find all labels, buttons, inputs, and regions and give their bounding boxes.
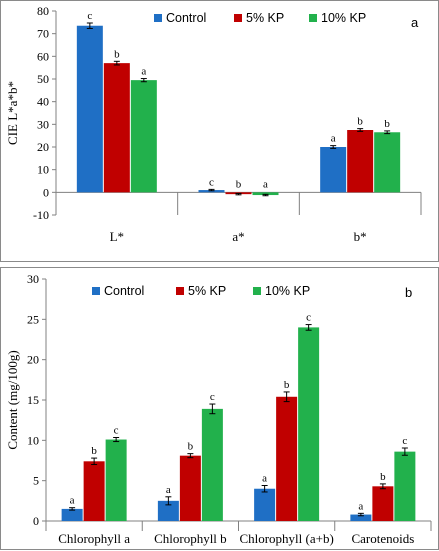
legend-label: 5% KP — [188, 284, 226, 298]
y-tick-label: 5 — [33, 474, 39, 488]
y-tick-label: 20 — [37, 140, 49, 154]
legend-label: Control — [104, 284, 144, 298]
bar — [374, 132, 401, 193]
significance-letter: a — [358, 500, 363, 512]
significance-letter: a — [141, 66, 146, 78]
significance-letter: b — [380, 471, 386, 483]
legend-label: 10% KP — [265, 284, 310, 298]
legend-swatch — [92, 287, 100, 295]
bar — [372, 486, 394, 521]
y-tick-label: -10 — [33, 208, 49, 222]
bar — [276, 396, 298, 521]
significance-letter: a — [262, 473, 267, 485]
chart-b-svg: 0 5 10 15 20 25 30 Content (mg/100g) Chlorophyll… — [5, 272, 432, 546]
legend-swatch — [309, 14, 317, 22]
significance-letter: b — [114, 48, 120, 60]
y-tick-label: 40 — [37, 95, 49, 109]
significance-letter: c — [87, 10, 92, 22]
legend-swatch — [234, 14, 242, 22]
significance-letter: b — [384, 118, 390, 130]
significance-letter: c — [209, 176, 214, 188]
bar — [394, 451, 416, 521]
significance-letter: a — [263, 179, 268, 191]
y-tick-label: 0 — [43, 185, 49, 199]
chart-panel-a: -10 0 10 20 30 40 50 60 70 80 CIE L*a*b* L* a* b* c c a b… — [0, 0, 439, 262]
x-category-label: a* — [232, 229, 244, 244]
x-category-label: Chlorophyll (a+b) — [239, 531, 333, 546]
legend-swatch — [253, 287, 261, 295]
y-axis-title: Content (mg/100g) — [5, 350, 20, 449]
significance-letter: c — [210, 391, 215, 403]
significance-letter: a — [331, 133, 336, 145]
panel-label: a — [411, 15, 419, 30]
significance-letter: a — [166, 484, 171, 496]
legend-label: Control — [166, 11, 206, 25]
bar — [201, 408, 223, 521]
significance-letter: b — [357, 116, 363, 128]
bar — [179, 455, 201, 521]
bar — [298, 327, 320, 521]
significance-letter: a — [70, 495, 75, 507]
bar — [350, 514, 372, 521]
legend-swatch — [154, 14, 162, 22]
legend-label: 5% KP — [246, 11, 284, 25]
significance-letter: b — [91, 445, 97, 457]
bar — [103, 63, 130, 193]
y-tick-label: 30 — [37, 117, 49, 131]
x-category-label: Chlorophyll b — [154, 531, 227, 546]
significance-letter: c — [114, 425, 119, 437]
y-tick-label: 20 — [27, 353, 39, 367]
bar — [105, 439, 127, 521]
bar — [157, 500, 179, 521]
y-tick-label: 50 — [37, 72, 49, 86]
bar — [130, 80, 157, 193]
bar — [347, 130, 374, 193]
significance-letter: b — [236, 179, 242, 191]
y-tick-label: 70 — [37, 27, 49, 41]
bar — [61, 508, 83, 521]
significance-letter: b — [284, 379, 290, 391]
legend-swatch — [176, 287, 184, 295]
y-tick-label: 80 — [37, 4, 49, 18]
x-category-label: b* — [354, 229, 367, 244]
y-axis-title: CIE L*a*b* — [5, 81, 20, 145]
y-tick-label: 60 — [37, 49, 49, 63]
chart-panel-b: 0 5 10 15 20 25 30 Content (mg/100g) Chlorophyll… — [0, 267, 439, 550]
significance-letter: c — [306, 312, 311, 324]
significance-letter: c — [402, 435, 407, 447]
legend-label: 10% KP — [321, 11, 366, 25]
chart-a-svg: -10 0 10 20 30 40 50 60 70 80 CIE L*a*b* L* a* b* c c a b… — [5, 4, 422, 244]
y-tick-label: 25 — [27, 312, 39, 326]
significance-letter: b — [188, 441, 194, 453]
y-tick-label: 10 — [37, 163, 49, 177]
bar — [83, 461, 105, 521]
x-category-label: Carotenoids — [351, 531, 414, 546]
bar — [320, 147, 347, 193]
bar — [254, 488, 276, 521]
panel-label: b — [405, 285, 412, 300]
y-tick-label: 15 — [27, 393, 39, 407]
x-category-label: L* — [110, 229, 124, 244]
x-category-label: Chlorophyll a — [58, 531, 130, 546]
y-tick-label: 10 — [27, 433, 39, 447]
y-tick-label: 30 — [27, 272, 39, 286]
y-tick-label: 0 — [33, 514, 39, 528]
bar — [76, 25, 103, 193]
bar — [252, 192, 279, 196]
